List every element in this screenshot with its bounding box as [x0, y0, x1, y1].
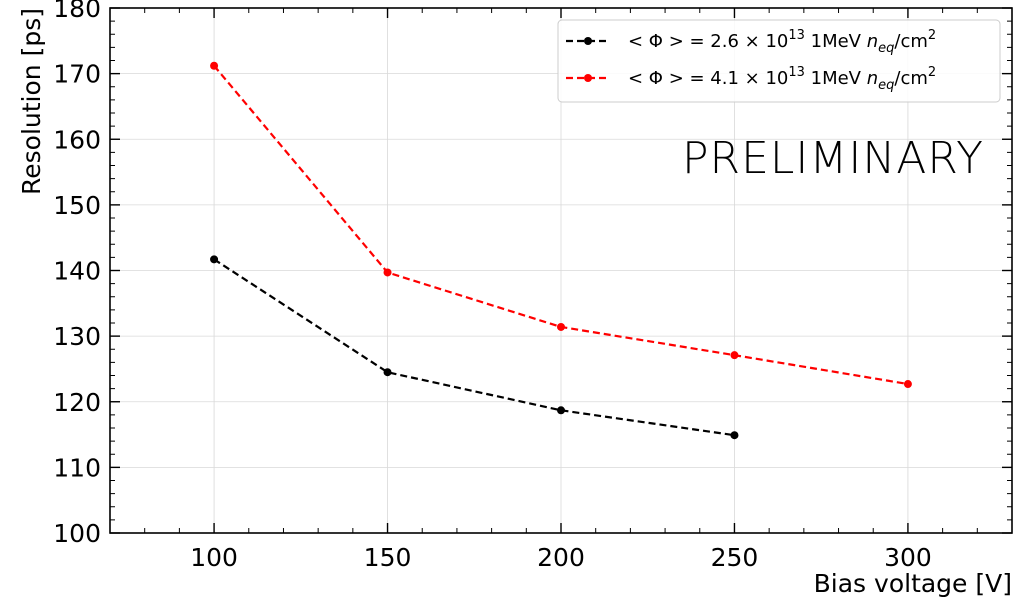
legend-marker-1 [584, 37, 592, 45]
series-1-point [210, 255, 219, 264]
legend-exponent: 13 [788, 65, 805, 80]
x-tick-label: 200 [537, 543, 585, 572]
legend-mid: 1MeV [805, 31, 867, 52]
series-2-point [557, 322, 565, 331]
y-tick-label: 150 [53, 191, 101, 220]
y-tick-label: 100 [53, 519, 101, 548]
series-2-point [903, 380, 912, 389]
legend-marker-2 [584, 74, 592, 82]
x-axis-label: Bias voltage [V] [814, 569, 1012, 597]
legend: < Φ > = 2.6 × 1013 1MeV neq/cm2< Φ > = 4… [557, 19, 1001, 103]
x-tick-label: 300 [884, 543, 932, 572]
legend-mid: 1MeV [805, 68, 867, 89]
y-tick-label: 140 [53, 257, 101, 286]
legend-label-1: < Φ > = 2.6 × 1013 1MeV neq/cm2 [628, 28, 936, 56]
series-2-point [210, 61, 219, 70]
y-tick-label: 120 [53, 388, 101, 417]
series-1-point [383, 368, 392, 377]
y-tick-label: 170 [53, 60, 101, 89]
series-1-point [730, 431, 739, 440]
legend-box [557, 19, 1001, 103]
tick-labels: 100 150 200 250 300 100 110 120 130 140 150 160 170 1… [53, 0, 932, 572]
legend-variable: n [867, 68, 878, 89]
y-tick-label: 130 [53, 322, 101, 351]
y-tick-label: 180 [53, 0, 101, 23]
legend-unit: /cm [894, 31, 928, 52]
legend-prefix: < Φ > = 4.1 × 10 [628, 68, 788, 89]
series-2-point [730, 351, 739, 360]
series-line-1 [213, 258, 735, 437]
legend-unit-exponent: 2 [928, 65, 936, 80]
series-layer [210, 61, 912, 440]
ticks [110, 7, 1012, 534]
legend-exponent: 13 [788, 28, 805, 43]
x-tick-label: 250 [711, 543, 759, 572]
legend-variable: n [867, 31, 878, 52]
series-1-point [557, 406, 565, 415]
legend-unit: /cm [894, 68, 928, 89]
y-axis-label: Resolution [ps] [17, 8, 46, 195]
legend-unit-exponent: 2 [928, 28, 936, 43]
preliminary-annotation: PRELIMINARY [682, 133, 984, 184]
series-2-point [383, 268, 392, 277]
legend-subscript: eq [878, 41, 894, 56]
legend-subscript: eq [878, 78, 894, 93]
legend-label-2: < Φ > = 4.1 × 1013 1MeV neq/cm2 [628, 65, 936, 93]
x-tick-label: 100 [190, 543, 238, 572]
legend-prefix: < Φ > = 2.6 × 10 [628, 31, 788, 52]
y-tick-label: 110 [53, 453, 101, 482]
x-tick-label: 150 [364, 543, 412, 572]
y-tick-label: 160 [53, 125, 101, 154]
